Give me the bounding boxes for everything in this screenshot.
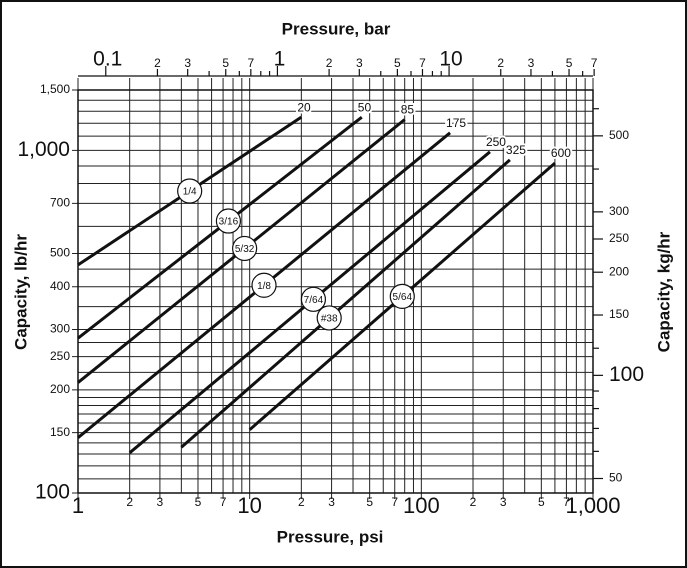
orifice-label: #38 xyxy=(321,314,338,325)
max-pressure-label: 20 xyxy=(297,100,311,114)
x2-tick-label: 2 xyxy=(326,56,333,70)
x-tick-label: 1,000 xyxy=(565,493,620,518)
orifice-badge xyxy=(316,305,342,331)
y2-tick-label: 200 xyxy=(609,264,629,278)
x-tick-label: 7 xyxy=(391,495,398,509)
orifice-badge xyxy=(215,208,242,234)
x-tick-label: 2 xyxy=(126,495,133,509)
orifice-label: 5/32 xyxy=(235,244,255,255)
x-tick-label: 5 xyxy=(195,495,202,509)
x-tick-label: 3 xyxy=(157,495,164,509)
x2-tick-label: 5 xyxy=(566,56,573,70)
x2-tick-label: 7 xyxy=(419,56,426,70)
y2-tick-label: 50 xyxy=(609,471,623,485)
max-pressure-label: 85 xyxy=(401,103,415,117)
x-tick-label: 3 xyxy=(500,495,507,509)
x2-axis-title: Pressure, bar xyxy=(282,19,391,38)
max-pressure-label: 600 xyxy=(551,146,571,160)
x2-tick-label: 3 xyxy=(356,56,363,70)
orifice-badge xyxy=(251,272,277,298)
x2-tick-label: 3 xyxy=(184,56,191,70)
orifice-badge xyxy=(177,178,203,204)
x-tick-label: 1 xyxy=(72,493,84,518)
x-tick-label: 7 xyxy=(563,495,570,509)
x2-tick-label: 5 xyxy=(222,56,229,70)
orifice-label: 1/4 xyxy=(183,187,197,198)
y-tick-label: 500 xyxy=(50,246,70,260)
x-tick-label: 3 xyxy=(328,495,335,509)
x-tick-label: 2 xyxy=(470,495,477,509)
x-tick-label: 5 xyxy=(538,495,545,509)
orifice-badge xyxy=(300,286,327,312)
orifice-label: 5/64 xyxy=(393,292,413,303)
x2-tick-label: 7 xyxy=(247,56,254,70)
x-tick-label: 100 xyxy=(403,493,440,518)
y-tick-label: 1,500 xyxy=(40,82,70,96)
orifice-label: 3/16 xyxy=(219,217,239,228)
y2-axis-title: Capacity, kg/hr xyxy=(654,231,673,352)
orifice-label: 7/64 xyxy=(304,295,324,306)
y-tick-label: 100 xyxy=(35,481,70,504)
x-tick-label: 2 xyxy=(298,495,305,509)
x2-tick-label: 2 xyxy=(154,56,161,70)
x2-tick-label: 0.1 xyxy=(93,48,122,71)
max-pressure-label: 325 xyxy=(506,143,526,157)
y-axis-title: Capacity, lb/hr xyxy=(11,234,30,350)
y-tick-label: 1,000 xyxy=(17,138,70,161)
x2-tick-label: 5 xyxy=(394,56,401,70)
y2-tick-label: 300 xyxy=(609,204,629,218)
y2-tick-label: 150 xyxy=(609,307,629,321)
x2-tick-label: 10 xyxy=(439,48,462,71)
series-line xyxy=(180,158,511,449)
y-tick-label: 400 xyxy=(50,279,70,293)
x-axis-title: Pressure, psi xyxy=(277,527,384,546)
y2-tick-label: 250 xyxy=(609,231,629,245)
max-pressure-label: 50 xyxy=(358,100,372,114)
max-pressure-label: 250 xyxy=(486,135,506,149)
y-tick-label: 700 xyxy=(50,196,70,210)
x2-tick-label: 3 xyxy=(528,56,535,70)
x2-tick-label: 1 xyxy=(274,48,286,71)
orifice-label: 1/8 xyxy=(257,281,271,292)
x-tick-label: 10 xyxy=(237,493,261,518)
x-tick-label: 7 xyxy=(220,495,227,509)
x2-tick-label: 7 xyxy=(591,56,598,70)
orifice-badge xyxy=(389,283,415,309)
y-tick-label: 200 xyxy=(50,382,70,396)
plot-border xyxy=(77,89,594,494)
y2-tick-label: 500 xyxy=(609,128,629,142)
max-pressure-label: 175 xyxy=(446,116,466,130)
y2-tick-label: 100 xyxy=(609,363,644,386)
x-tick-label: 5 xyxy=(366,495,373,509)
y-tick-label: 300 xyxy=(50,322,70,336)
y-tick-label: 150 xyxy=(50,425,70,439)
x2-tick-label: 2 xyxy=(497,56,504,70)
orifice-badge xyxy=(232,235,258,262)
y-tick-label: 250 xyxy=(50,349,70,363)
